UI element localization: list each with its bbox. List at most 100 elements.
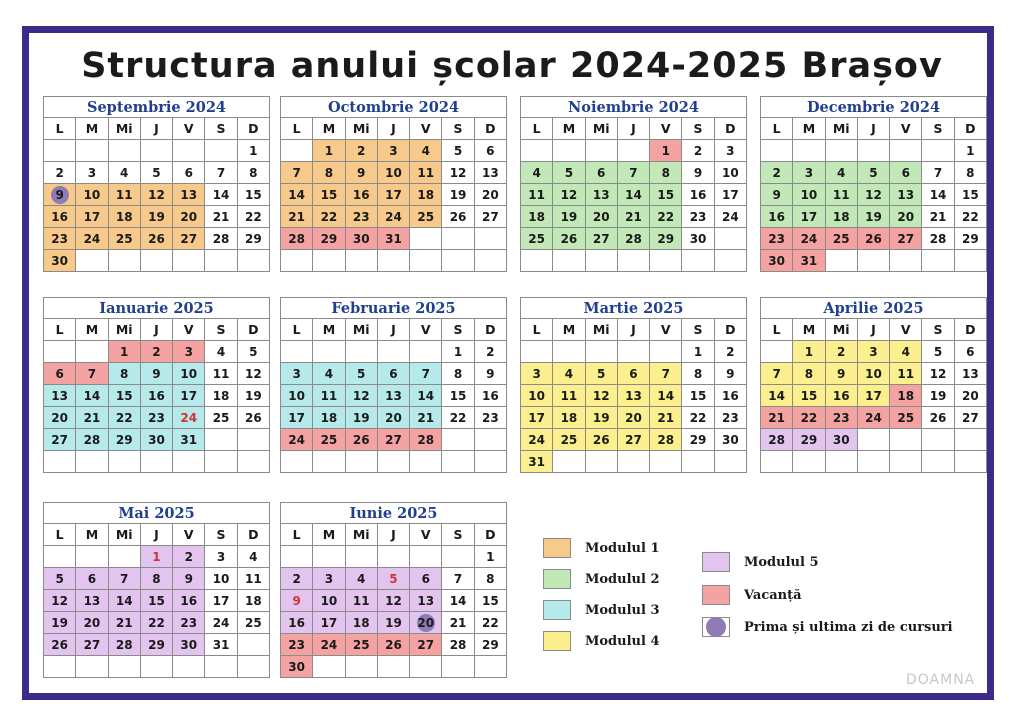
empty-cell — [889, 428, 923, 451]
day-cell: 18 — [824, 205, 858, 228]
empty-cell — [312, 545, 346, 568]
empty-cell — [681, 450, 715, 473]
weekday-header: J — [376, 318, 411, 341]
weekday-header: M — [792, 117, 826, 140]
day-cell: 27 — [616, 428, 651, 451]
day-cell: 20 — [42, 406, 77, 429]
day-cell: 19 — [921, 384, 955, 407]
empty-cell — [204, 655, 238, 678]
legend-label: Modulul 1 — [585, 540, 660, 556]
day-cell: 16 — [279, 611, 314, 634]
month-calendar: Februarie 2025 L M Mi J V S D 1 2 3 4 5 6 7 8 9 10 11 12 13 1… — [279, 297, 508, 473]
weekday-header: Mi — [344, 318, 378, 341]
day-cell: 9 — [139, 362, 174, 385]
weekday-header: L — [42, 117, 77, 140]
day-cell: 11 — [824, 183, 858, 206]
day-cell: 15 — [441, 384, 475, 407]
legend-swatch — [702, 552, 730, 572]
day-cell: 22 — [441, 406, 475, 429]
empty-cell — [441, 249, 475, 272]
day-cell: 14 — [649, 384, 683, 407]
day-cell: 8 — [139, 567, 174, 590]
empty-cell — [519, 249, 554, 272]
day-cell: 9 — [824, 362, 858, 385]
weekday-header: J — [616, 318, 651, 341]
weekday-header: J — [376, 117, 411, 140]
empty-cell — [441, 227, 475, 250]
day-cell: 26 — [921, 406, 955, 429]
day-cell: 6 — [889, 161, 923, 184]
weekday-header: S — [441, 523, 475, 546]
empty-cell — [441, 450, 475, 473]
weekday-header: V — [172, 523, 206, 546]
empty-cell — [584, 340, 618, 363]
day-cell: 22 — [649, 205, 683, 228]
day-cell: 2 — [759, 161, 794, 184]
empty-cell — [236, 428, 271, 451]
day-cell: 2 — [681, 139, 715, 162]
weekday-header: D — [713, 117, 748, 140]
day-cell: 10 — [713, 161, 748, 184]
day-cell: 24 — [519, 428, 554, 451]
day-cell: 3 — [856, 340, 891, 363]
day-cell: 29 — [473, 633, 508, 656]
day-cell: 16 — [172, 589, 206, 612]
day-cell: 17 — [376, 183, 411, 206]
legend-label: Vacanță — [744, 587, 802, 603]
legend-swatch — [702, 617, 730, 637]
legend-item: Prima și ultima zi de cursuri — [702, 617, 953, 637]
day-cell: 20 — [889, 205, 923, 228]
day-cell: 16 — [344, 183, 378, 206]
day-cell: 19 — [139, 205, 174, 228]
day-cell: 29 — [236, 227, 271, 250]
day-cell: 7 — [616, 161, 651, 184]
day-cell: 7 — [204, 161, 238, 184]
day-cell: 26 — [236, 406, 271, 429]
day-cell: 4 — [107, 161, 141, 184]
day-cell: 17 — [519, 406, 554, 429]
day-cell: 23 — [681, 205, 715, 228]
day-cell: 10 — [204, 567, 238, 590]
day-cell: 23 — [759, 227, 794, 250]
day-cell: 19 — [856, 205, 891, 228]
day-cell: 1 — [649, 139, 683, 162]
day-cell: 24 — [792, 227, 826, 250]
empty-cell — [279, 249, 314, 272]
day-cell: 26 — [441, 205, 475, 228]
weekday-header: M — [312, 318, 346, 341]
day-cell: 26 — [584, 428, 618, 451]
empty-cell — [889, 139, 923, 162]
brand-watermark: DOAMNA — [906, 672, 976, 688]
day-cell: 16 — [681, 183, 715, 206]
legend-item: Modulul 4 — [543, 631, 660, 651]
legend-label: Prima și ultima zi de cursuri — [744, 619, 953, 635]
day-cell: 21 — [616, 205, 651, 228]
empty-cell — [713, 450, 748, 473]
weekday-header: D — [236, 523, 271, 546]
weekday-header: S — [681, 318, 715, 341]
empty-cell — [953, 450, 988, 473]
day-cell: 31 — [792, 249, 826, 272]
month-calendar: Martie 2025 L M Mi J V S D 1 2 3 4 5 6 7 8 9 10 11 12 13 14 15… — [519, 297, 748, 473]
day-cell: 23 — [42, 227, 77, 250]
day-cell: 13 — [172, 183, 206, 206]
day-cell: 19 — [344, 406, 378, 429]
day-cell: 24 — [75, 227, 109, 250]
day-cell: 22 — [312, 205, 346, 228]
empty-cell — [312, 340, 346, 363]
day-cell: 17 — [713, 183, 748, 206]
day-cell: 10 — [312, 589, 346, 612]
empty-cell — [921, 249, 955, 272]
day-cell: 3 — [713, 139, 748, 162]
weekday-header: D — [473, 117, 508, 140]
day-cell: 3 — [279, 362, 314, 385]
weekday-header: Mi — [584, 318, 618, 341]
day-cell: 9 — [713, 362, 748, 385]
empty-cell — [681, 249, 715, 272]
weekday-header: V — [649, 117, 683, 140]
day-cell: 18 — [552, 406, 586, 429]
day-cell: 5 — [42, 567, 77, 590]
day-cell: 31 — [519, 450, 554, 473]
day-cell: 13 — [584, 183, 618, 206]
day-cell: 10 — [279, 384, 314, 407]
